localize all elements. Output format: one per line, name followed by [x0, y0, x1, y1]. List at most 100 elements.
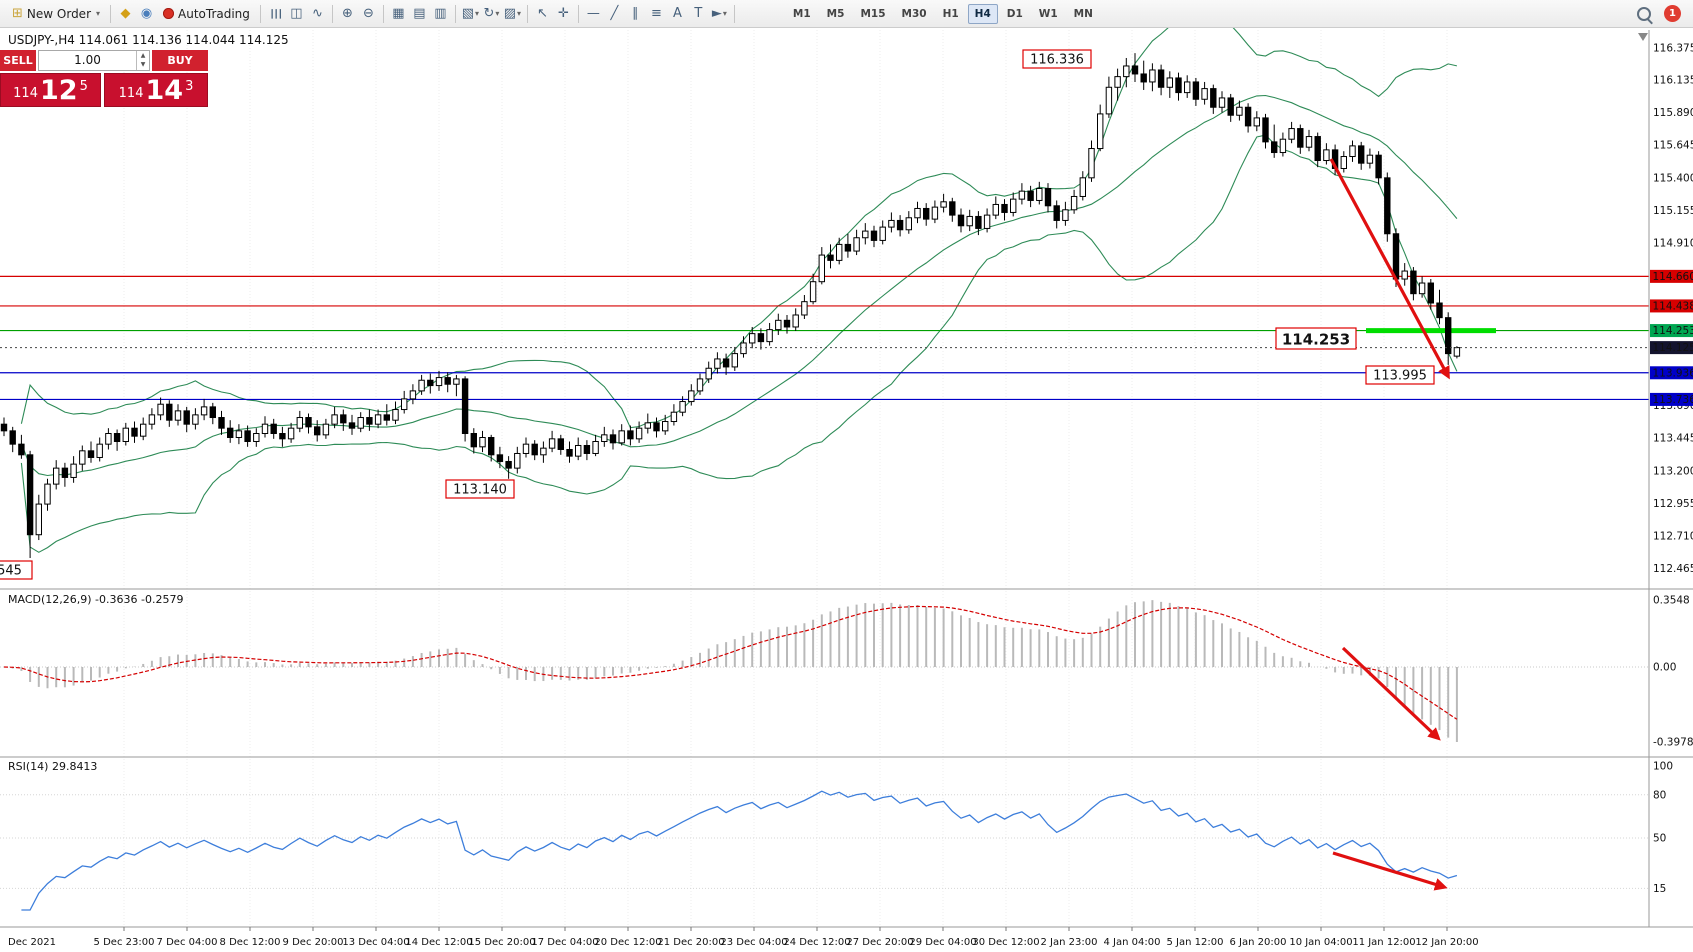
toolbar-separator: [382, 4, 384, 23]
sell-button[interactable]: SELL: [0, 50, 36, 71]
bar-chart-icon[interactable]: ☰: [267, 7, 283, 20]
price-annotation[interactable]: 113.995: [1365, 365, 1435, 385]
svg-text:112.955: 112.955: [1653, 498, 1693, 510]
svg-text:112.465: 112.465: [1653, 563, 1693, 575]
timeframe-m30[interactable]: M30: [901, 7, 927, 20]
svg-text:113.936: 113.936: [1653, 367, 1693, 379]
buy-button[interactable]: BUY: [152, 50, 208, 71]
new-chart-icon[interactable]: ▧ ▾: [461, 6, 480, 21]
one-click-trade-panel: SELL 1.00 ▲ ▼ BUY 114 12 5 114 14 3: [0, 50, 208, 107]
timeframe-m15[interactable]: M15: [860, 7, 886, 20]
price-axis[interactable]: 116.375 116.135 115.890 115.645 115.400 115.1…: [1650, 42, 1693, 895]
svg-text:100: 100: [1653, 761, 1673, 773]
chart-shift-marker[interactable]: [1638, 33, 1648, 41]
chevron-down-icon: ▾: [495, 9, 500, 18]
cursor-icon[interactable]: ↖: [536, 6, 548, 21]
volume-field[interactable]: 1.00 ▲ ▼: [38, 50, 150, 71]
trend-arrow[interactable]: [1341, 646, 1441, 741]
svg-text:5 Dec 23:00: 5 Dec 23:00: [94, 937, 155, 948]
trend-arrow[interactable]: [1332, 851, 1448, 891]
svg-text:0.3548: 0.3548: [1653, 595, 1690, 607]
line-chart-icon[interactable]: ∿: [311, 6, 323, 21]
svg-text:10 Jan 04:00: 10 Jan 04:00: [1289, 937, 1352, 948]
text-label-icon[interactable]: T: [694, 6, 703, 21]
trendline-icon[interactable]: ╱: [610, 6, 619, 21]
new-order-icon: ⊞: [12, 6, 23, 21]
candlestick-series: [0, 53, 1461, 559]
rsi-line: [21, 790, 1458, 911]
horizontal-line-icon[interactable]: —: [586, 6, 600, 21]
arrows-tool-icon[interactable]: ► ▾: [711, 6, 727, 21]
timeframe-group: M1 M5 M15 M30 H1 H4 D1 W1 MN: [785, 3, 1101, 24]
timeframe-m1[interactable]: M1: [792, 7, 811, 20]
svg-text:115.890: 115.890: [1653, 107, 1693, 119]
price-annotation[interactable]: 113.140: [445, 479, 515, 499]
buy-price-prefix: 114: [118, 86, 144, 101]
timeframe-h1[interactable]: H1: [942, 7, 959, 20]
chart-shift-icon[interactable]: ▥: [434, 6, 447, 21]
candlestick-chart-icon[interactable]: ◫: [290, 6, 303, 21]
timeframe-h4[interactable]: H4: [967, 3, 998, 24]
fibonacci-icon[interactable]: ≡: [650, 6, 662, 21]
macd-signal-line: [3, 605, 1458, 720]
sell-price-prefix: 114: [13, 86, 38, 101]
search-icon[interactable]: [1637, 7, 1651, 21]
volume-stepper[interactable]: ▲ ▼: [136, 51, 149, 70]
new-order-button[interactable]: ⊞ New Order ▾: [6, 4, 106, 23]
equidistant-channel-icon[interactable]: ∥: [632, 6, 639, 21]
macd-histogram: [11, 600, 1458, 743]
market-watch-icon[interactable]: ◉: [140, 6, 153, 21]
toolbar-separator: [454, 4, 456, 23]
svg-text:15: 15: [1653, 883, 1666, 895]
svg-text:113.995: 113.995: [1373, 369, 1427, 384]
profiles-icon[interactable]: ↻ ▾: [483, 6, 500, 21]
svg-text:5 Jan 12:00: 5 Jan 12:00: [1167, 937, 1224, 948]
toolbar-separator: [526, 4, 528, 23]
svg-text:114.438: 114.438: [1653, 300, 1693, 312]
price-chip: 114.660: [1650, 269, 1693, 283]
svg-text:14 Dec 12:00: 14 Dec 12:00: [405, 937, 472, 948]
grid-lines: [123, 30, 1448, 926]
price-annotation[interactable]: 116.336: [1022, 49, 1092, 69]
chart-canvas[interactable]: 116.336 114.253 113.995 113.140 112.545 116.3…: [0, 28, 1693, 952]
svg-text:113.200: 113.200: [1653, 465, 1693, 477]
svg-text:116.135: 116.135: [1653, 74, 1693, 86]
stepper-down-icon[interactable]: ▼: [140, 61, 146, 68]
toolbar-icon-group: ☰ ◫ ∿ ⊕ ⊖ ▦ ▤ ▥ ▧ ▾ ↻ ▾ ▨ ▾ ↖ ✛ — ╱ ∥ ≡ A T ► ▾: [265, 4, 739, 24]
autotrading-icon: [163, 8, 175, 19]
buy-price[interactable]: 114 14 3: [104, 73, 208, 107]
templates-icon[interactable]: ▨ ▾: [503, 6, 522, 21]
svg-text:114.660: 114.660: [1653, 271, 1693, 283]
stepper-up-icon[interactable]: ▲: [140, 52, 146, 59]
zoom-out-icon[interactable]: ⊖: [362, 6, 374, 21]
svg-text:13 Dec 04:00: 13 Dec 04:00: [342, 937, 409, 948]
svg-text:6 Jan 20:00: 6 Jan 20:00: [1230, 937, 1287, 948]
timeframe-mn[interactable]: MN: [1073, 7, 1093, 20]
timeframe-w1[interactable]: W1: [1038, 7, 1058, 20]
svg-text:114.253: 114.253: [1653, 325, 1693, 337]
svg-text:113.140: 113.140: [453, 483, 507, 498]
sell-price[interactable]: 114 12 5: [0, 73, 101, 107]
tile-windows-icon[interactable]: ▦: [392, 6, 405, 21]
timeframe-m5[interactable]: M5: [826, 7, 845, 20]
volume-value[interactable]: 1.00: [74, 53, 101, 67]
text-icon[interactable]: A: [672, 6, 682, 21]
notification-badge[interactable]: 1: [1664, 5, 1681, 22]
svg-text:114.910: 114.910: [1653, 238, 1693, 250]
svg-text:12 Jan 20:00: 12 Jan 20:00: [1415, 937, 1478, 948]
toolbar-separator: [733, 4, 735, 23]
expert-advisors-icon[interactable]: ◆: [120, 6, 131, 21]
timeframe-d1[interactable]: D1: [1006, 7, 1023, 20]
chevron-down-icon: ▾: [517, 9, 522, 18]
crosshair-icon[interactable]: ✛: [557, 6, 569, 21]
price-annotation[interactable]: 114.253: [1275, 327, 1357, 350]
trend-arrow[interactable]: [1329, 158, 1450, 380]
price-annotation[interactable]: 112.545: [0, 560, 33, 580]
svg-text:24 Dec 12:00: 24 Dec 12:00: [783, 937, 850, 948]
buy-price-sup: 3: [185, 79, 194, 94]
autotrading-button[interactable]: AutoTrading: [157, 5, 256, 23]
zoom-in-icon[interactable]: ⊕: [341, 6, 353, 21]
time-axis[interactable]: Dec 2021 5 Dec 23:00 7 Dec 04:00 8 Dec 12:0…: [8, 927, 1479, 948]
svg-text:112.545: 112.545: [0, 564, 22, 579]
auto-scroll-icon[interactable]: ▤: [413, 6, 426, 21]
